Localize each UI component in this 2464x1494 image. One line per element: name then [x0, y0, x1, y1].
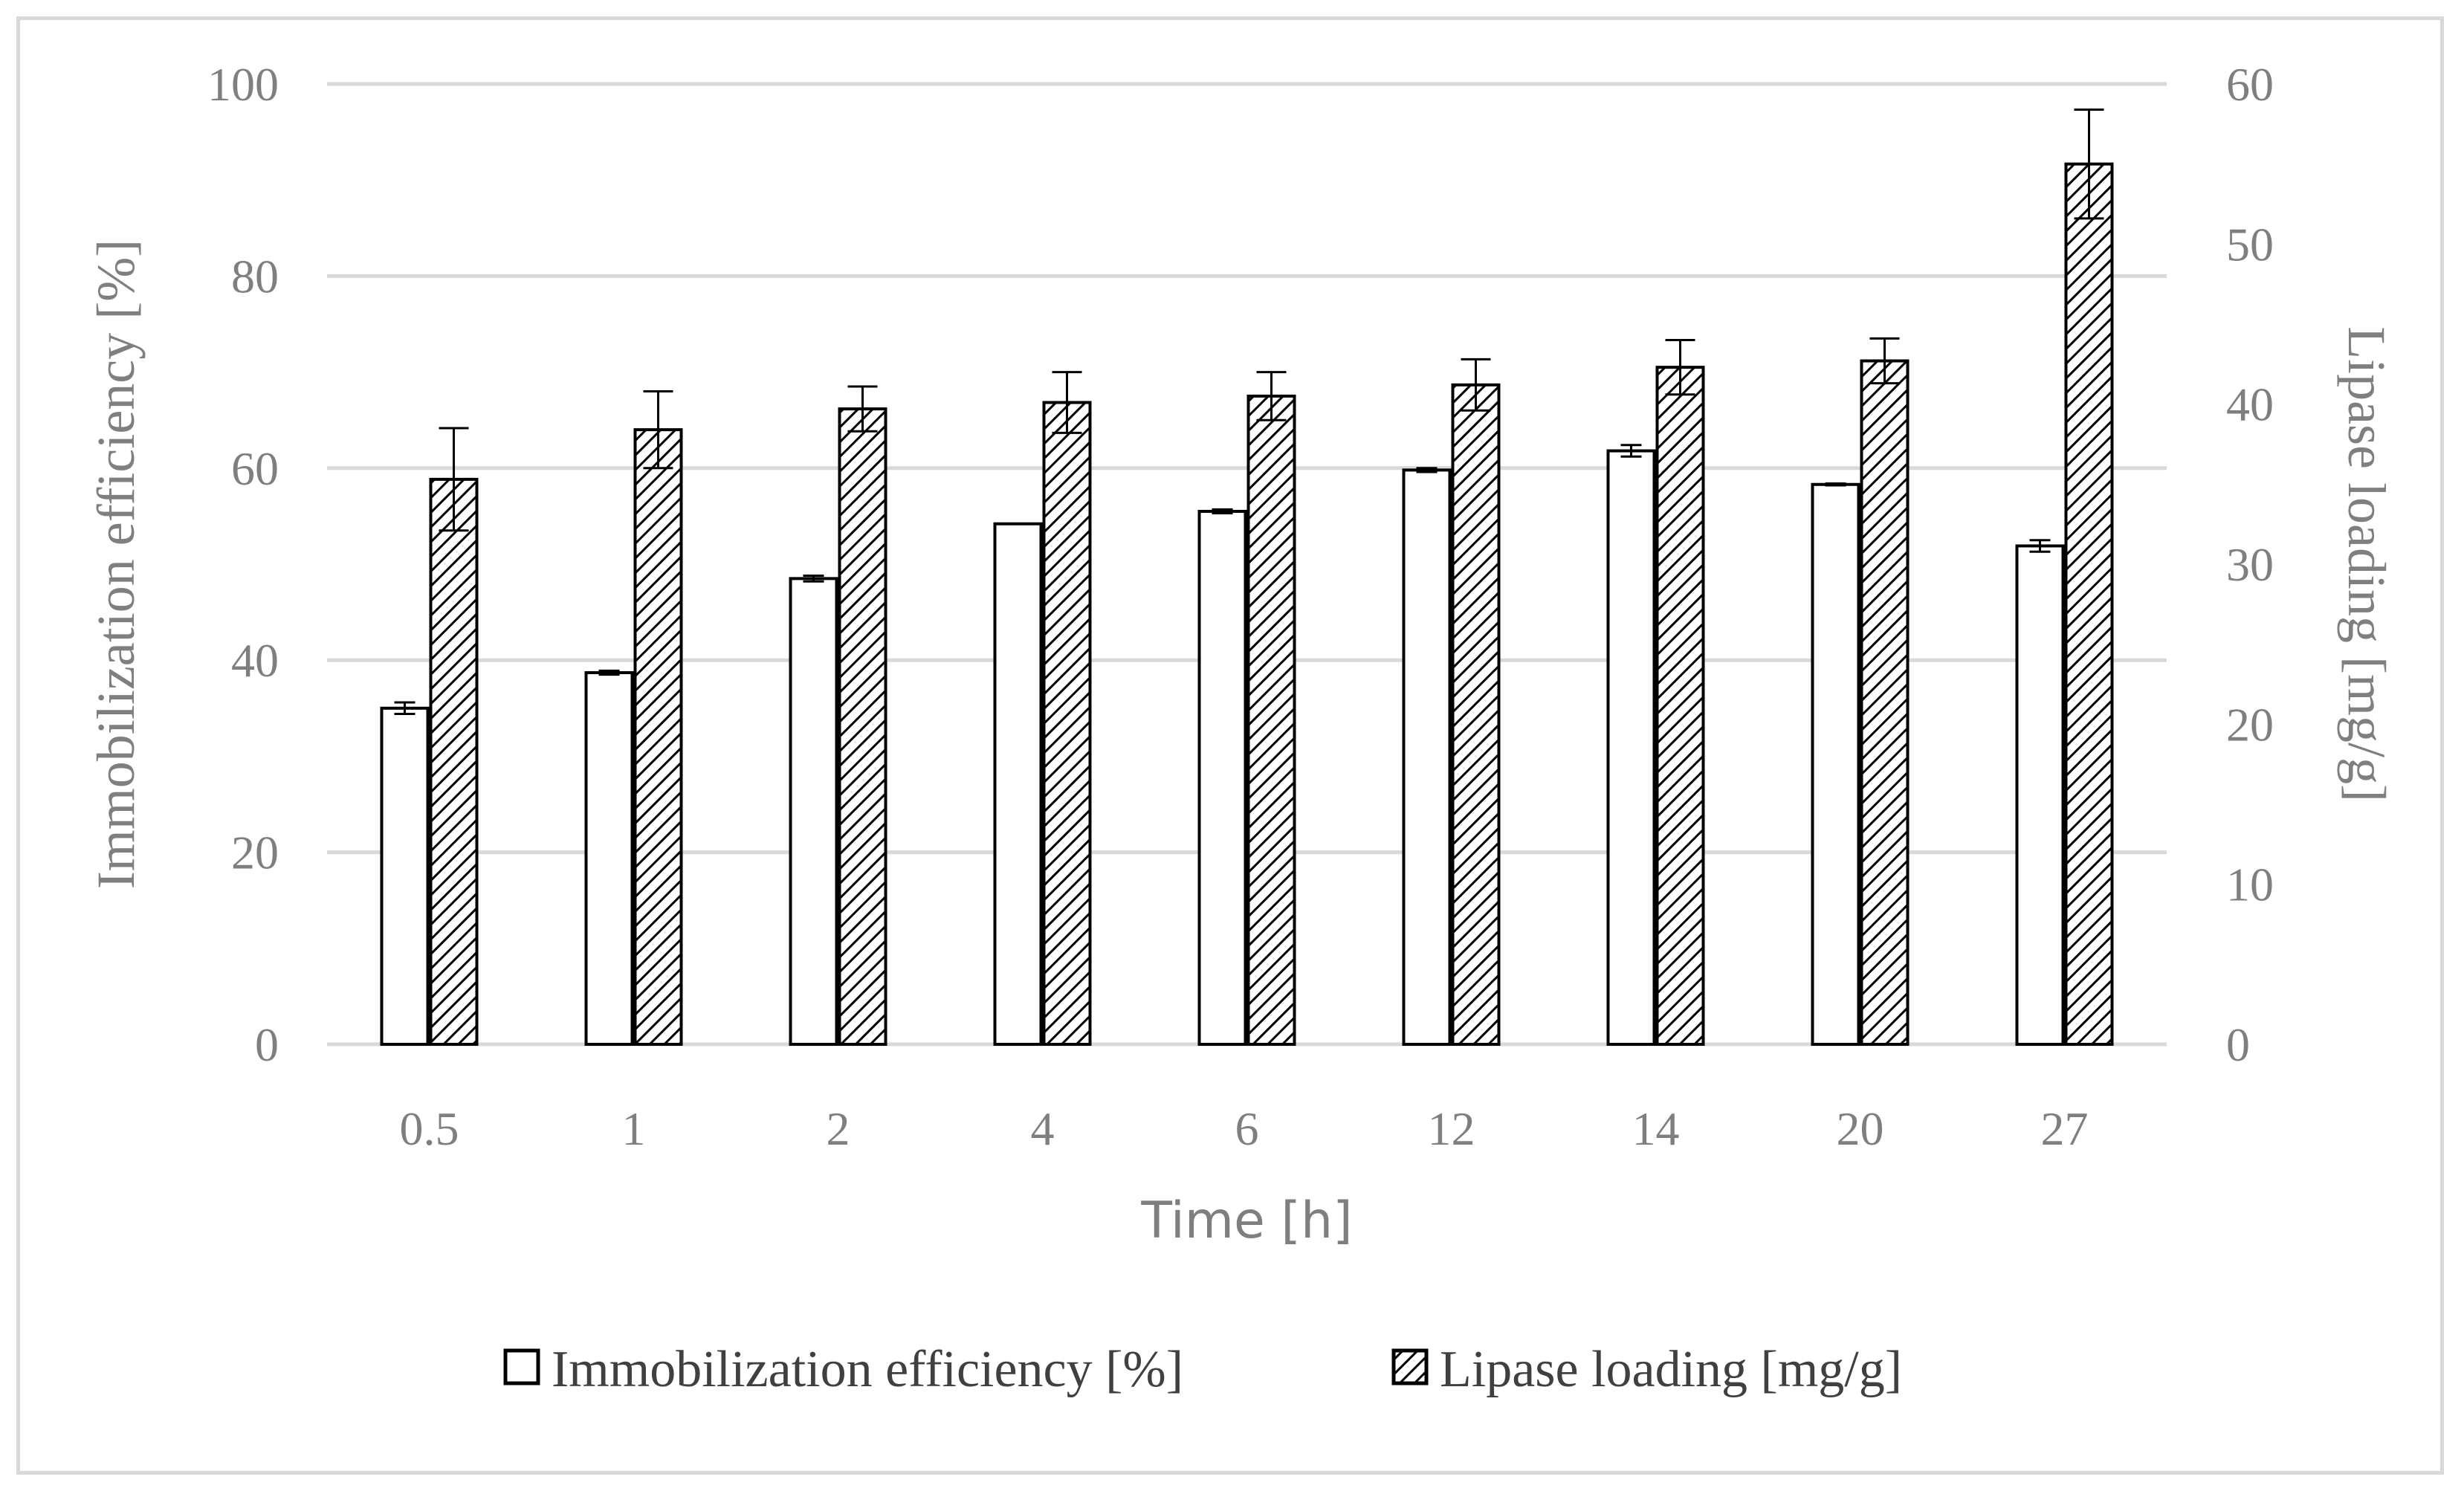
- bar-efficiency: [584, 670, 634, 1046]
- y-right-tick-label: 60: [2226, 58, 2274, 111]
- x-tick-label: 1: [622, 1102, 646, 1155]
- bar-efficiency: [789, 577, 838, 1046]
- bar-lipase-loading: [1451, 383, 1501, 1046]
- bar-lipase-loading: [1860, 359, 1910, 1046]
- x-tick-label: 4: [1031, 1102, 1055, 1155]
- bar-efficiency: [1606, 449, 1656, 1046]
- bar-efficiency: [1811, 482, 1860, 1046]
- x-tick-label: 0.5: [400, 1102, 459, 1155]
- y-left-tick-label: 100: [207, 58, 279, 111]
- legend-label-loading: Lipase loading [mg/g]: [1440, 1341, 1902, 1398]
- legend-swatch-loading: [1391, 1348, 1429, 1385]
- bar-lipase-loading: [633, 428, 683, 1046]
- legend-swatch-efficiency: [503, 1348, 540, 1385]
- y-right-tick-label: 10: [2226, 858, 2274, 911]
- bars-group: [380, 108, 2114, 1047]
- bar-lipase-loading: [1246, 394, 1296, 1046]
- y-left-tick-label: 80: [231, 250, 279, 303]
- y-right-tick-label: 20: [2226, 698, 2274, 751]
- bar-lipase-loading: [838, 407, 887, 1046]
- x-tick-label: 14: [1632, 1102, 1680, 1155]
- y-right-tick-label: 0: [2226, 1018, 2250, 1071]
- y-axis-right-title: Lipase loading [mg/g]: [2337, 326, 2396, 802]
- y-left-tick-label: 20: [231, 827, 279, 879]
- bar-lipase-loading: [1655, 366, 1705, 1046]
- bar-lipase-loading: [2064, 162, 2114, 1047]
- bar-lipase-loading: [429, 477, 479, 1046]
- bar-efficiency: [2015, 544, 2065, 1046]
- legend: Immobilization efficiency [%] Lipase loa…: [503, 1341, 1902, 1398]
- bar-efficiency: [993, 522, 1043, 1046]
- legend-label-efficiency: Immobilization efficiency [%]: [552, 1341, 1183, 1398]
- bar-efficiency: [1197, 509, 1247, 1046]
- x-tick-label: 2: [827, 1102, 850, 1155]
- x-tick-label: 12: [1428, 1102, 1475, 1155]
- y-left-tick-label: 0: [255, 1018, 279, 1071]
- bar-efficiency: [380, 706, 430, 1046]
- x-tick-label: 27: [2041, 1102, 2089, 1155]
- bar-efficiency: [1402, 468, 1452, 1046]
- x-tick-label: 6: [1235, 1102, 1259, 1155]
- y-right-tick-label: 50: [2226, 218, 2274, 271]
- y-right-tick-label: 30: [2226, 538, 2274, 591]
- y-left-tick-label: 60: [231, 442, 279, 495]
- bar-lipase-loading: [1042, 401, 1092, 1046]
- y-axis-left-title: Immobilization efficiency [%]: [86, 239, 146, 889]
- y-left-tick-label: 40: [231, 634, 279, 687]
- x-tick-label: 20: [1837, 1102, 1884, 1155]
- x-axis-title: Time [h]: [1140, 1191, 1352, 1250]
- y-right-tick-label: 40: [2226, 378, 2274, 431]
